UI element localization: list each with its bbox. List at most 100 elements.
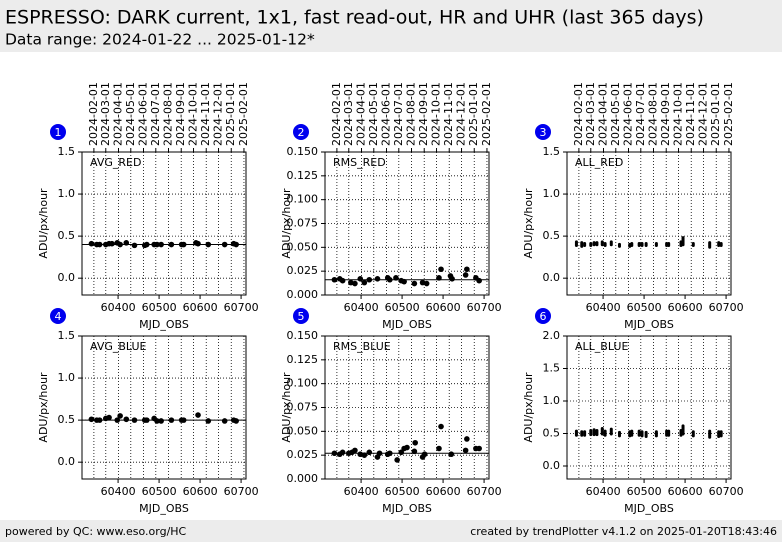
point [158,241,164,248]
page-subtitle: Data range: 2024-01-22 ... 2025-01-12* [5,31,315,49]
date-tick-label: 2024-08-01 [647,82,660,146]
footer-right: created by trendPlotter v4.1.2 on 2025-0… [470,525,777,538]
panel-title: ALL_BLUE [575,340,628,353]
y-tick-label: 0.025 [287,264,319,277]
point-range [617,430,621,438]
y-tick-label: 1.0 [543,394,561,407]
date-tick-label: 2024-11-01 [684,82,697,146]
point [143,241,150,248]
point [123,416,130,423]
date-tick-label: 2025-02-01 [480,82,493,146]
point [386,276,393,283]
point-range [583,242,587,248]
y-axis-label: ADU/px/hour [522,372,535,443]
date-tick-label: 2024-03-01 [342,82,355,146]
point-range [719,242,723,248]
point-range [600,427,604,436]
point-range [644,242,648,248]
point-range [644,430,648,439]
x-tick-label: 60600 [426,485,461,498]
point [394,457,400,463]
point-range [592,428,596,437]
y-tick-label: 0.050 [287,240,319,253]
x-tick-label: 60700 [224,485,259,498]
date-tick-label: 2024-07-01 [634,82,647,146]
point [398,449,405,456]
date-tick-label: 2024-05-01 [609,82,622,146]
y-tick-label: 1.0 [543,187,561,200]
point [88,240,95,247]
point [464,436,470,442]
date-tick-label: 2024-08-01 [162,82,175,146]
x-tick-label: 60500 [142,485,177,498]
y-axis-label: ADU/px/hour [37,372,50,443]
point [339,449,346,456]
date-tick-label: 2024-10-01 [187,82,200,146]
date-tick-label: 2024-09-01 [659,82,672,146]
y-tick-label: 0.0 [543,459,561,472]
panel-badge [50,124,66,140]
x-tick-label: 60500 [385,485,420,498]
point [462,272,469,278]
date-tick-label: 2024-04-01 [354,82,367,146]
date-tick-label: 2024-05-01 [124,82,137,146]
point-range [600,240,604,247]
plot-frame [566,151,732,296]
point [438,266,444,273]
x-tick-label: 60400 [101,301,136,314]
panel-title: RMS_BLUE [333,340,391,353]
x-tick-label: 60700 [709,301,744,314]
date-tick-label: 2024-03-01 [99,82,112,146]
x-tick-label: 60500 [385,301,420,314]
point [401,278,407,285]
panel-number: 1 [55,126,62,139]
point [205,241,212,248]
point [404,444,410,451]
point [106,414,112,421]
header-band [0,0,782,52]
plot-frame [81,151,247,296]
point [436,275,442,281]
point-range [617,242,621,248]
point [366,449,373,456]
panel-number: 5 [298,310,305,323]
date-tick-label: 2024-05-01 [367,82,380,146]
panel-badge [535,124,551,140]
point-range [717,430,721,439]
x-tick-label: 60700 [467,485,502,498]
point [412,439,419,446]
y-tick-label: 1.5 [58,145,76,158]
point [448,451,455,458]
point [180,417,187,423]
y-tick-label: 1.5 [543,145,561,158]
y-tick-label: 1.0 [58,371,76,384]
point-range [667,242,671,248]
y-tick-label: 0.100 [287,377,319,390]
point [221,241,228,248]
point-range [637,242,641,248]
point-range [719,430,723,438]
panel-number: 3 [540,126,547,139]
point [438,423,444,430]
x-tick-label: 60700 [709,485,744,498]
point-range [691,242,695,248]
point [96,241,103,248]
panel-title: RMS_RED [333,156,386,169]
date-tick-label: 2024-06-01 [137,82,150,146]
point-range [630,429,634,437]
point [393,275,399,281]
y-axis-label: ADU/px/hour [37,188,50,259]
point [352,447,358,454]
x-tick-label: 60700 [467,301,502,314]
panel-badge [50,308,66,324]
point [233,418,239,424]
y-tick-label: 0.025 [287,448,319,461]
point-range [640,242,644,248]
point-range [630,242,634,248]
panel-title: ALL_RED [575,156,623,169]
y-tick-label: 0.000 [287,288,319,301]
point [421,451,428,458]
point [476,445,482,452]
